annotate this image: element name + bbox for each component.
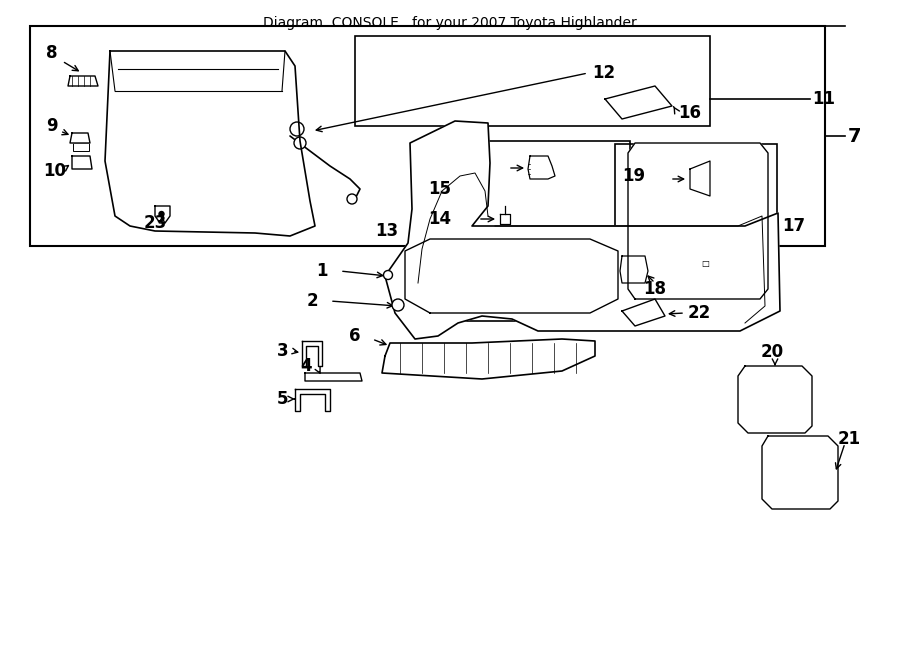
Text: 8: 8: [46, 44, 58, 62]
Bar: [355, 36, 710, 126]
Text: 12: 12: [592, 64, 615, 82]
Text: 17: 17: [782, 217, 806, 235]
Bar: [415, 141, 630, 321]
Circle shape: [347, 194, 357, 204]
Text: 21: 21: [838, 430, 861, 448]
Bar: [73, 143, 89, 151]
Polygon shape: [528, 156, 555, 179]
Bar: [640, 236, 750, 291]
Circle shape: [159, 212, 164, 217]
Polygon shape: [295, 389, 330, 411]
Bar: [772, 451, 824, 499]
Text: 13: 13: [375, 222, 398, 240]
Bar: [745, 381, 800, 426]
Text: 14: 14: [428, 210, 451, 228]
Text: 16: 16: [678, 104, 701, 122]
Text: 15: 15: [428, 180, 451, 198]
Text: 7: 7: [848, 126, 861, 145]
Polygon shape: [72, 156, 92, 169]
Circle shape: [290, 122, 304, 136]
Text: 1: 1: [317, 262, 328, 280]
Polygon shape: [105, 51, 315, 236]
Polygon shape: [738, 366, 812, 433]
Circle shape: [294, 137, 306, 149]
Text: Diagram  CONSOLE.  for your 2007 Toyota Highlander: Diagram CONSOLE. for your 2007 Toyota Hi…: [263, 16, 637, 30]
Polygon shape: [620, 256, 648, 283]
Text: 4: 4: [301, 357, 312, 375]
Polygon shape: [305, 373, 362, 381]
Text: 6: 6: [348, 327, 360, 345]
Bar: [615, 144, 777, 306]
Polygon shape: [155, 206, 170, 223]
Text: 18: 18: [644, 280, 667, 298]
Text: 22: 22: [688, 304, 711, 322]
Polygon shape: [68, 76, 98, 86]
Circle shape: [392, 299, 404, 311]
Bar: [135, 151, 210, 196]
Text: 2: 2: [306, 292, 318, 310]
Polygon shape: [690, 161, 710, 196]
Bar: [420, 251, 605, 306]
Text: 3: 3: [276, 342, 288, 360]
Text: 23: 23: [143, 214, 166, 232]
Bar: [215, 151, 290, 196]
Polygon shape: [605, 86, 672, 119]
Polygon shape: [628, 143, 768, 299]
Polygon shape: [622, 299, 665, 326]
Text: 5: 5: [276, 390, 288, 408]
Text: 9: 9: [46, 117, 58, 135]
Polygon shape: [762, 436, 838, 509]
Polygon shape: [302, 341, 322, 366]
Polygon shape: [405, 239, 618, 313]
Polygon shape: [385, 121, 780, 339]
Polygon shape: [70, 133, 90, 143]
Bar: [30, 26, 825, 246]
Text: 10: 10: [43, 162, 67, 180]
Text: 11: 11: [812, 90, 835, 108]
Circle shape: [383, 270, 392, 280]
Text: □: □: [701, 259, 709, 268]
Text: 20: 20: [760, 343, 784, 361]
Polygon shape: [382, 339, 595, 379]
Text: 19: 19: [622, 167, 645, 185]
